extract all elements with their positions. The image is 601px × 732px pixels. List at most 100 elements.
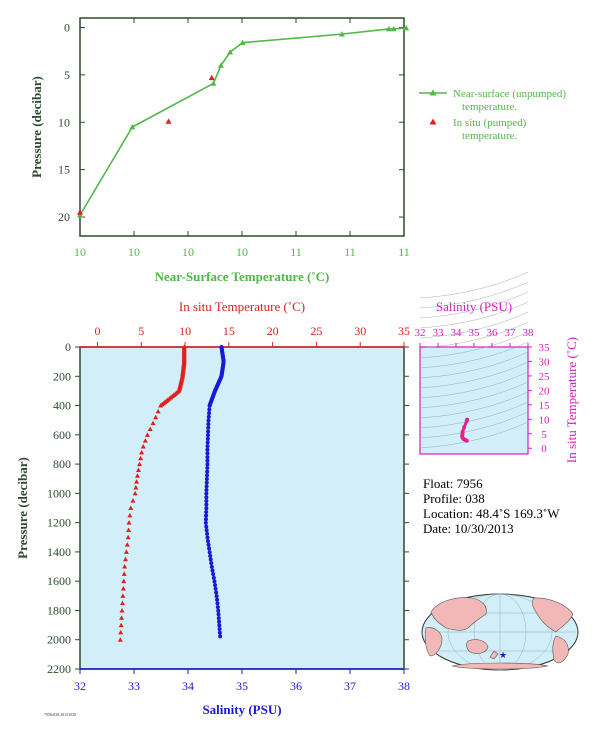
temperature-point (122, 564, 128, 569)
density-contour (419, 301, 529, 329)
file-stamp: 7956/038.20131030 (44, 712, 76, 717)
temperature-point (125, 534, 131, 540)
salinity-point (205, 531, 210, 536)
temperature-point (120, 593, 126, 598)
ts-temperature-tick-label: 0 (541, 443, 547, 455)
salinity-tick-label: 36 (290, 679, 302, 693)
ts-right-axis-label: In situ Temperature (˚C) (564, 337, 579, 463)
near-surface-panel: 10 10 10 10 11 11 11 0 5 10 15 20 Near-Surface Tem… (29, 17, 566, 284)
near-surface-point (217, 62, 224, 68)
near-surface-legend: Near-surface (unpumped) temperature. In … (419, 88, 566, 142)
pressure-tick-label: 800 (53, 457, 71, 471)
ts-salinity-tick-label: 38 (523, 327, 535, 339)
temperature-point (153, 414, 159, 420)
density-contour (419, 411, 529, 439)
land-australia (466, 639, 489, 654)
salinity-point (208, 557, 213, 562)
temperature-point (150, 420, 156, 426)
ts-temperature-tick-label: 30 (539, 356, 551, 368)
ts-density-contours (419, 271, 529, 449)
density-contour (419, 421, 529, 449)
land-south-america (552, 635, 569, 664)
pressure-tick-label: 1800 (47, 603, 71, 617)
density-contour (419, 291, 529, 319)
salinity-point (205, 455, 210, 460)
temperature-point (137, 461, 143, 467)
ts-temperature-tick-label: 20 (539, 385, 551, 397)
x-tick-label: 11 (290, 245, 302, 259)
ts-panel: 32 33 34 35 36 37 38 0 5 10 15 20 25 30 35 Salinity (… (415, 271, 579, 463)
temperature-point (158, 403, 164, 408)
near-surface-point (403, 24, 410, 31)
salinity-point (217, 627, 222, 632)
temperature-point (123, 556, 129, 562)
salinity-point (205, 433, 210, 438)
x-tick-label: 10 (128, 245, 140, 259)
salinity-point (214, 590, 219, 595)
temperature-tick-label: 15 (223, 324, 235, 338)
salinity-tick-label: 35 (236, 679, 248, 693)
map-land (424, 597, 574, 670)
x-tick-label: 11 (344, 245, 356, 259)
density-contour (419, 311, 529, 339)
density-contour (419, 381, 529, 409)
pressure-tick-label: 0 (65, 340, 71, 354)
salinity-point (205, 447, 210, 452)
salinity-point (217, 619, 222, 624)
temperature-tick-label: 10 (179, 324, 191, 338)
temperature-point (126, 527, 132, 532)
ts-temperature-ticks: 0 5 10 15 20 25 30 35 (528, 342, 550, 455)
salinity-point (205, 473, 210, 478)
salinity-tick-label: 32 (74, 679, 86, 693)
salinity-point (205, 535, 210, 540)
salinity-point (204, 513, 209, 518)
profile-panel: 0 5 10 15 20 25 30 35 32 33 34 35 36 37 38 0 200 400 600… (15, 299, 410, 717)
temperature-tick-label: 20 (267, 324, 279, 338)
temperature-point (130, 498, 136, 503)
ts-temperature-tick-label: 5 (541, 429, 547, 441)
temperature-point (128, 505, 134, 510)
salinity-point (204, 528, 209, 533)
profile-plot-area (79, 346, 405, 670)
pressure-tick-label: 1400 (47, 545, 71, 559)
temperature-point (121, 571, 127, 576)
salinity-point (204, 477, 209, 482)
pressure-tick-label: 2000 (47, 633, 71, 647)
salinity-point (209, 564, 214, 569)
profile-bottom-axis-label: Salinity (PSU) (202, 702, 281, 717)
salinity-point (204, 480, 209, 485)
salinity-point (206, 539, 211, 544)
temperature-tick-label: 35 (398, 324, 410, 338)
salinity-point (215, 597, 220, 602)
ts-data (460, 417, 470, 443)
land-north-america (531, 597, 574, 633)
legend-label-near-surface-2: temperature. (462, 101, 518, 113)
temperature-point (120, 586, 126, 591)
density-contour (419, 271, 529, 299)
y-tick-label: 5 (64, 68, 70, 82)
salinity-point (205, 469, 210, 474)
salinity-point (209, 561, 214, 566)
temperature-point (127, 512, 133, 518)
in-situ-point (208, 74, 215, 81)
pressure-tick-label: 200 (53, 369, 71, 383)
density-contour (419, 351, 529, 379)
temperature-tick-label: 5 (138, 324, 144, 338)
salinity-point (217, 623, 222, 628)
ts-plot-area (419, 346, 529, 455)
salinity-point (207, 403, 212, 408)
x-tick-label: 10 (182, 245, 194, 259)
profile-top-axis-label: In situ Temperature (˚C) (179, 299, 305, 314)
x-tick-label: 10 (74, 245, 86, 259)
ts-point (464, 438, 469, 443)
temperature-point (121, 578, 127, 584)
near-surface-x-ticks: 10 10 10 10 11 11 11 (74, 18, 410, 259)
density-contour (419, 371, 529, 399)
salinity-point (216, 612, 221, 617)
temperature-point (124, 542, 130, 547)
near-surface-point (210, 80, 217, 86)
salinity-point (203, 517, 208, 522)
temperature-point (126, 520, 132, 525)
profile-salinity-ticks: 32 33 34 35 36 37 38 (74, 669, 410, 693)
near-surface-point (385, 25, 392, 32)
